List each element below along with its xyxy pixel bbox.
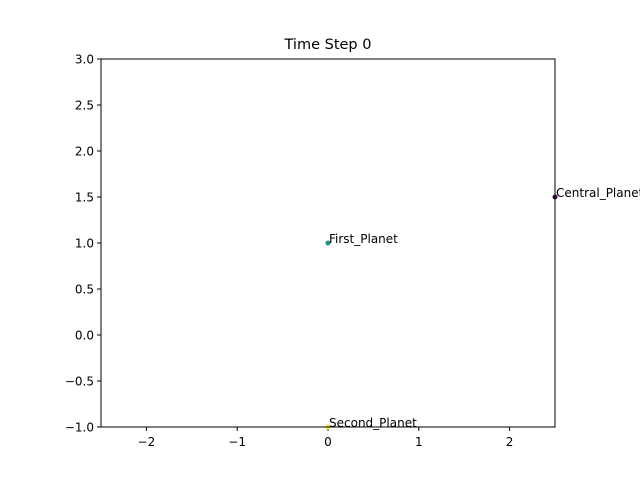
y-tick-label: 1.5 bbox=[75, 191, 94, 205]
x-tick-label: −2 bbox=[138, 435, 156, 449]
y-tick-label: −1.0 bbox=[65, 421, 94, 435]
y-tick-label: 0.0 bbox=[75, 329, 94, 343]
y-tick-label: 0.5 bbox=[75, 283, 94, 297]
x-tick-label: 2 bbox=[506, 435, 514, 449]
x-tick-label: −1 bbox=[228, 435, 246, 449]
point-label: First_Planet bbox=[329, 232, 398, 246]
point-label: Second_Planet bbox=[329, 416, 417, 430]
data-point bbox=[325, 240, 331, 246]
plot-frame bbox=[100, 58, 556, 428]
y-tick-label: −0.5 bbox=[65, 375, 94, 389]
y-tick-label: 2.5 bbox=[75, 99, 94, 113]
data-points: Central_Planet First_Planet Second_Planet bbox=[325, 186, 640, 430]
point-label: Central_Planet bbox=[556, 186, 640, 200]
x-tick-label: 1 bbox=[415, 435, 423, 449]
x-tick-label: 0 bbox=[324, 435, 332, 449]
chart-title: Time Step 0 bbox=[284, 37, 372, 53]
y-tick-label: 2.0 bbox=[75, 145, 94, 159]
y-tick-label: 1.0 bbox=[75, 237, 94, 251]
axis-ticks: −2 −1 0 1 2 −1.0 −0.5 0.0 0.5 1.0 1.5 2.0 2.5 3.0 bbox=[65, 53, 514, 450]
y-tick-label: 3.0 bbox=[75, 53, 94, 67]
